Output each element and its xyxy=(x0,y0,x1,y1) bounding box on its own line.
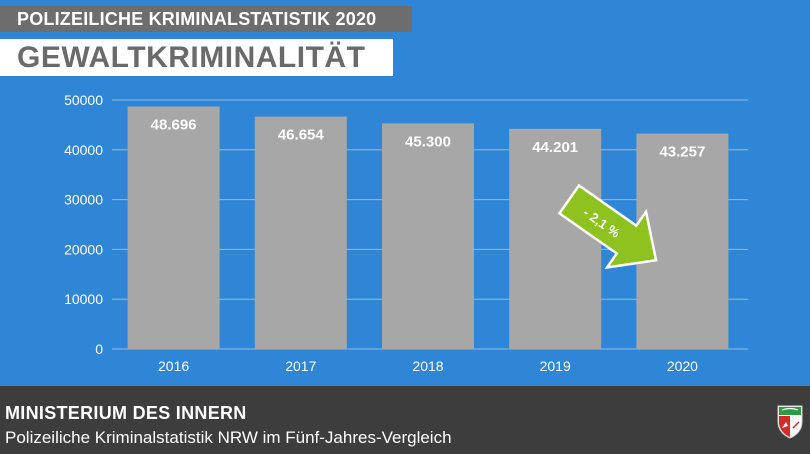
bar xyxy=(382,123,474,349)
x-tick-label: 2016 xyxy=(158,358,189,374)
footer-title: MINISTERIUM DES INNERN xyxy=(5,403,247,423)
bar xyxy=(254,116,347,349)
x-tick-label: 2020 xyxy=(667,358,698,374)
data-label: 45.300 xyxy=(405,133,451,150)
y-tick-label: 10000 xyxy=(64,291,103,307)
data-label: 43.257 xyxy=(659,144,705,161)
trend-arrow-shape xyxy=(557,183,658,270)
y-tick-label: 30000 xyxy=(64,192,103,208)
page-overline: POLIZEILICHE KRIMINALSTATISTIK 2020 xyxy=(0,6,412,32)
bar-chart: 0 10000 20000 30000 40000 50000 48.696 2016 46.6… xyxy=(64,92,748,374)
y-tick-label: 40000 xyxy=(64,142,103,158)
x-tick-label: 2017 xyxy=(285,358,316,374)
page-title: GEWALTKRIMINALITÄT xyxy=(0,39,393,76)
bar xyxy=(509,128,602,349)
y-tick-label: 0 xyxy=(95,341,103,357)
nrw-crest-icon xyxy=(777,405,803,439)
x-tick-label: 2019 xyxy=(540,358,571,374)
y-tick-label: 50000 xyxy=(64,92,103,108)
trend-arrow-icon: - 2,1 % xyxy=(557,183,658,270)
bar xyxy=(127,106,220,349)
y-tick-label: 20000 xyxy=(64,241,103,257)
data-label: 48.696 xyxy=(151,116,197,133)
data-label: 46.654 xyxy=(278,127,325,144)
x-tick-label: 2018 xyxy=(412,358,443,374)
data-label: 44.201 xyxy=(532,139,578,156)
footer-subtitle: Polizeiliche Kriminalstatistik NRW im Fü… xyxy=(5,428,452,447)
footer: MINISTERIUM DES INNERN Polizeiliche Krim… xyxy=(0,386,810,454)
